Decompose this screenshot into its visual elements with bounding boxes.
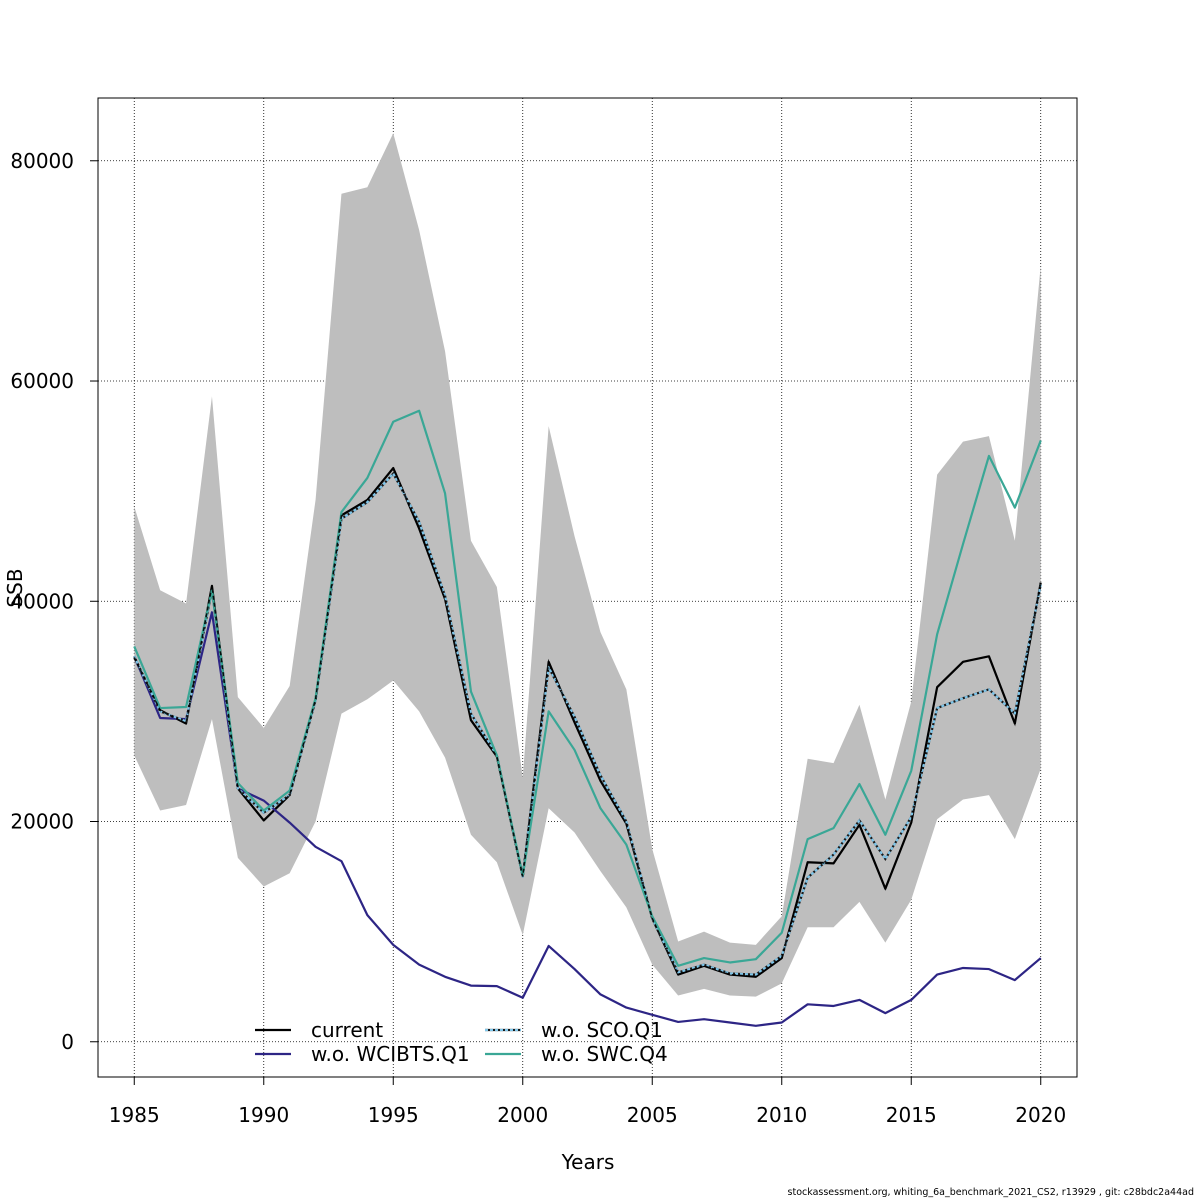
x-axis-title: Years (561, 1150, 615, 1174)
series-line-current-overlay (133, 466, 1042, 978)
y-tick-label: 0 (61, 1030, 74, 1054)
series-line-2 (133, 472, 1042, 976)
y-tick-label: 60000 (10, 369, 74, 393)
y-tick-label: 80000 (10, 149, 74, 173)
x-tick-label: 2010 (756, 1103, 807, 1127)
y-tick-label: 40000 (10, 589, 74, 613)
x-tick-label: 1985 (109, 1103, 160, 1127)
x-axis: 1985 1990 1995 2000 2005 2010 2015 2020 (109, 1077, 1066, 1127)
plot-frame (97, 97, 1078, 1078)
x-tick-label: 2000 (497, 1103, 548, 1127)
y-axis: 0 20000 40000 60000 80000 (10, 149, 98, 1054)
series-lines-layer (133, 409, 1042, 1027)
y-tick-label: 20000 (10, 810, 74, 834)
x-tick-label: 2015 (886, 1103, 937, 1127)
confidence-band-layer (134, 133, 1041, 997)
series-line-3 (133, 409, 1042, 967)
footer-note: stockassessment.org, whiting_6a_benchmar… (787, 1187, 1194, 1198)
x-tick-label: 2020 (1015, 1103, 1066, 1127)
legend-label-1: w.o. WCIBTS.Q1 (311, 1042, 470, 1066)
x-tick-label: 1995 (368, 1103, 419, 1127)
legend-label-0: current (311, 1018, 383, 1042)
x-tick-label: 1990 (238, 1103, 289, 1127)
x-tick-label: 2005 (627, 1103, 678, 1127)
legend-label-2: w.o. SCO.Q1 (541, 1018, 663, 1042)
series-line-1 (133, 611, 1042, 1027)
confidence-band (134, 133, 1041, 997)
y-axis-title: SSB (3, 568, 27, 607)
legend-label-3: w.o. SWC.Q4 (541, 1042, 668, 1066)
